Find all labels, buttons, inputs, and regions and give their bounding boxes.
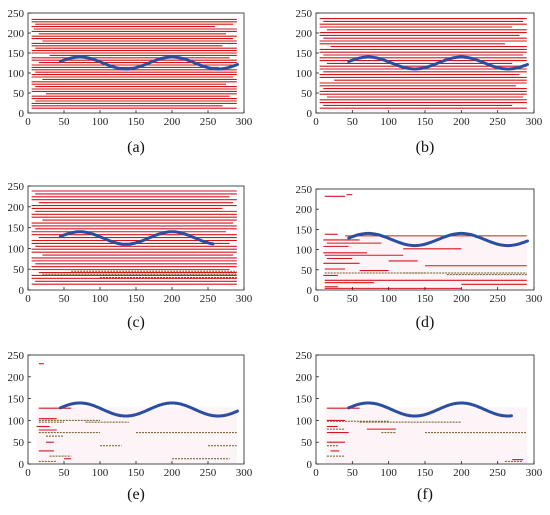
y-tick-label: 250 (296, 350, 313, 362)
y-tick-label: 100 (8, 243, 25, 255)
y-tick-label: 200 (296, 204, 313, 216)
x-tick-label: 250 (489, 116, 506, 128)
panel-caption: (f) (417, 486, 433, 503)
y-tick-label: 250 (8, 350, 25, 362)
x-tick-label: 50 (347, 293, 359, 305)
y-tick-label: 0 (307, 459, 313, 471)
x-tick-label: 0 (313, 116, 319, 128)
chart-panel: 0 50 100 150 200 250 300 0 50 100 150 200 250 (d) (296, 184, 543, 331)
x-tick-label: 100 (92, 467, 109, 479)
panel-caption: (a) (127, 139, 145, 156)
x-tick-label: 150 (128, 293, 145, 305)
series-line (58, 401, 239, 418)
y-tick-label: 0 (307, 285, 313, 297)
panel-caption: (d) (416, 314, 435, 331)
x-tick-label: 0 (25, 293, 31, 305)
y-tick-label: 0 (19, 459, 25, 471)
panel-caption: (e) (127, 486, 145, 503)
x-tick-label: 50 (347, 467, 359, 479)
y-tick-label: 150 (296, 48, 313, 60)
x-tick-label: 250 (200, 116, 217, 128)
y-tick-label: 0 (19, 285, 25, 297)
y-tick-label: 100 (296, 415, 313, 427)
x-tick-label: 300 (236, 467, 253, 479)
x-tick-label: 200 (453, 293, 470, 305)
x-tick-label: 50 (59, 293, 71, 305)
chart-panel: 0 50 100 150 200 250 300 0 50 100 150 200 250 (e) (8, 350, 253, 503)
chart-panel: 0 50 100 150 200 250 300 0 50 100 150 200 250 (c) (8, 181, 253, 331)
x-tick-label: 0 (313, 467, 319, 479)
y-tick-label: 250 (8, 181, 25, 193)
x-tick-label: 250 (200, 467, 217, 479)
y-tick-label: 200 (8, 28, 25, 40)
x-tick-label: 300 (526, 116, 543, 128)
y-tick-label: 200 (296, 372, 313, 384)
x-tick-label: 250 (489, 293, 506, 305)
y-tick-label: 250 (296, 8, 313, 20)
y-tick-label: 50 (301, 265, 313, 277)
x-tick-label: 100 (92, 116, 109, 128)
x-tick-label: 250 (489, 467, 506, 479)
x-tick-label: 150 (128, 467, 145, 479)
chart-panel: 0 50 100 150 200 250 300 0 50 100 150 200 250 (a) (8, 8, 253, 156)
x-tick-label: 50 (59, 467, 71, 479)
x-tick-label: 50 (347, 116, 359, 128)
y-tick-label: 50 (13, 264, 25, 276)
x-tick-label: 300 (236, 293, 253, 305)
y-tick-label: 0 (19, 108, 25, 120)
series-line (58, 230, 215, 246)
x-tick-label: 50 (59, 116, 71, 128)
y-tick-label: 50 (13, 88, 25, 100)
y-tick-label: 150 (8, 394, 25, 406)
y-tick-label: 100 (296, 245, 313, 257)
y-tick-label: 250 (8, 8, 25, 20)
x-tick-label: 300 (236, 116, 253, 128)
y-tick-label: 200 (8, 202, 25, 214)
x-tick-label: 100 (380, 293, 397, 305)
y-tick-label: 50 (13, 437, 25, 449)
y-tick-label: 100 (8, 415, 25, 427)
y-tick-label: 100 (8, 68, 25, 80)
x-tick-label: 150 (417, 293, 434, 305)
series-line (58, 55, 239, 71)
y-tick-label: 150 (8, 223, 25, 235)
y-tick-label: 50 (301, 88, 313, 100)
x-tick-label: 100 (380, 116, 397, 128)
chart-panel: 0 50 100 150 200 250 300 0 50 100 150 200 250 (b) (296, 8, 543, 156)
x-tick-label: 0 (313, 293, 319, 305)
x-tick-label: 200 (453, 467, 470, 479)
y-tick-label: 200 (296, 28, 313, 40)
x-tick-label: 0 (25, 116, 31, 128)
y-tick-label: 200 (8, 372, 25, 384)
y-tick-label: 100 (296, 68, 313, 80)
series-line (347, 401, 513, 418)
x-tick-label: 300 (526, 293, 543, 305)
x-tick-label: 200 (164, 293, 181, 305)
x-tick-label: 100 (92, 293, 109, 305)
x-tick-label: 200 (164, 116, 181, 128)
y-tick-label: 50 (301, 437, 313, 449)
x-tick-label: 250 (200, 293, 217, 305)
y-tick-label: 150 (296, 224, 313, 236)
x-tick-label: 0 (25, 467, 31, 479)
y-tick-label: 0 (307, 108, 313, 120)
series-line (347, 231, 529, 248)
x-tick-label: 150 (128, 116, 145, 128)
y-tick-label: 250 (296, 184, 313, 196)
panel-caption: (b) (416, 139, 435, 156)
x-tick-label: 200 (453, 116, 470, 128)
background-tint (324, 407, 527, 464)
chart-panel: 0 50 100 150 200 250 300 0 50 100 150 200 250 (f) (296, 350, 543, 503)
y-tick-label: 150 (296, 394, 313, 406)
x-tick-label: 150 (417, 467, 434, 479)
y-tick-label: 150 (8, 48, 25, 60)
x-tick-label: 150 (417, 116, 434, 128)
x-tick-label: 300 (526, 467, 543, 479)
panel-caption: (c) (127, 314, 145, 331)
series-line (347, 55, 529, 71)
background-tint (36, 407, 237, 464)
x-tick-label: 200 (164, 467, 181, 479)
x-tick-label: 100 (380, 467, 397, 479)
